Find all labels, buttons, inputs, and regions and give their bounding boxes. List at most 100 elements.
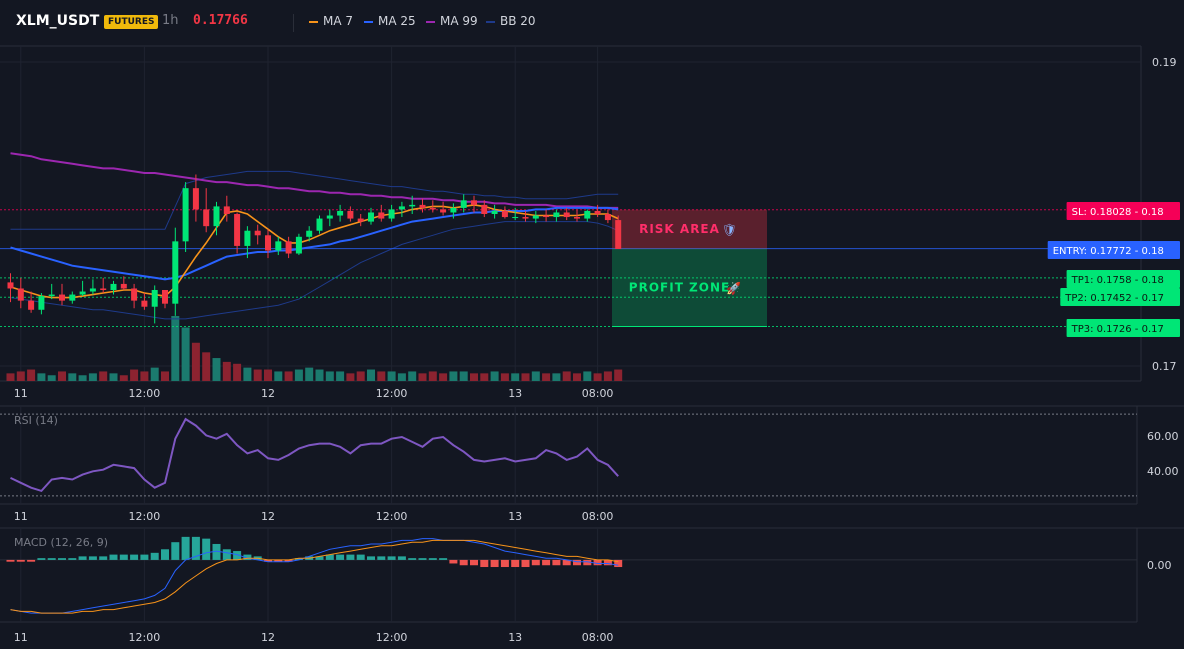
price-axis-label: 0.17 bbox=[1152, 360, 1177, 373]
rocket-icon: 🚀 bbox=[726, 282, 741, 296]
volume-bar bbox=[336, 371, 345, 381]
candle-body bbox=[265, 235, 271, 251]
level-tag-label: SL: 0.18028 - 0.18 bbox=[1072, 207, 1164, 218]
macd-histogram-bar bbox=[284, 559, 293, 562]
macd-histogram-bar bbox=[356, 554, 365, 560]
volume-bar bbox=[552, 373, 561, 381]
macd-histogram-bar bbox=[470, 559, 478, 566]
candle-body bbox=[141, 300, 148, 307]
x-axis-label: 12:00 bbox=[129, 387, 161, 400]
profit-zone-label: PROFIT ZONE bbox=[629, 281, 730, 295]
candle-body bbox=[471, 200, 477, 205]
volume-bar bbox=[99, 371, 108, 381]
volume-bar bbox=[408, 371, 417, 381]
volume-bar bbox=[542, 373, 551, 381]
macd-histogram-bar bbox=[78, 556, 87, 560]
candle-body bbox=[594, 210, 601, 214]
macd-histogram-bar bbox=[336, 554, 345, 560]
candle-body bbox=[553, 212, 560, 218]
volume-bar bbox=[130, 369, 139, 381]
volume-bar bbox=[222, 361, 231, 381]
volume-bar bbox=[6, 373, 15, 381]
x-axis-label: 12 bbox=[261, 510, 275, 523]
macd-histogram-bar bbox=[614, 559, 623, 568]
macd-histogram-bar bbox=[346, 554, 355, 560]
x-axis-label: 12:00 bbox=[129, 510, 161, 523]
level-tag bbox=[1066, 319, 1180, 337]
candle-body bbox=[59, 294, 65, 301]
candle-body bbox=[347, 210, 354, 219]
candle-body bbox=[100, 288, 107, 290]
x-axis-label: 12:00 bbox=[376, 387, 408, 400]
legend-ma25[interactable]: MA 25 bbox=[364, 14, 416, 28]
macd-histogram-bar bbox=[511, 559, 520, 568]
volume-bar bbox=[78, 375, 87, 381]
volume-bar bbox=[150, 367, 159, 381]
macd-histogram-bar bbox=[367, 556, 375, 560]
macd-histogram-bar bbox=[490, 559, 499, 568]
header-divider bbox=[293, 14, 294, 32]
candle-body bbox=[7, 282, 14, 289]
macd-histogram-bar bbox=[119, 554, 128, 560]
candle-body bbox=[38, 296, 45, 310]
macd-histogram-bar bbox=[68, 558, 77, 560]
candle-body bbox=[223, 206, 230, 214]
macd-histogram-bar bbox=[27, 559, 36, 562]
ma25-line bbox=[10, 206, 619, 281]
macd-histogram-bar bbox=[500, 559, 509, 568]
symbol-name[interactable]: XLM_USDT bbox=[16, 13, 100, 29]
volume-bar bbox=[480, 373, 489, 381]
legend-bb20[interactable]: BB 20 bbox=[486, 14, 536, 28]
x-axis-label: 11 bbox=[14, 387, 28, 400]
candle-body bbox=[275, 241, 282, 251]
volume-bar bbox=[109, 373, 118, 381]
macd-histogram-bar bbox=[202, 538, 211, 560]
candle-body bbox=[69, 294, 76, 301]
x-axis-label: 13 bbox=[508, 510, 522, 523]
candle-body bbox=[481, 204, 488, 214]
macd-histogram-bar bbox=[542, 559, 551, 566]
macd-histogram-bar bbox=[47, 558, 56, 560]
candle-body bbox=[295, 236, 302, 254]
bb-lower-line bbox=[10, 221, 619, 320]
volume-bar bbox=[562, 371, 571, 381]
level-tag-label: TP3: 0.1726 - 0.17 bbox=[1071, 324, 1164, 335]
candle-body bbox=[501, 210, 508, 218]
rsi-axis-label: 40.00 bbox=[1147, 465, 1179, 478]
legend-label: MA 7 bbox=[323, 14, 354, 28]
candle-body bbox=[409, 204, 416, 207]
candle-body bbox=[244, 230, 251, 246]
level-tag bbox=[1066, 270, 1180, 288]
volume-bar bbox=[573, 373, 581, 381]
volume-bar bbox=[181, 327, 190, 381]
volume-bar bbox=[614, 369, 623, 381]
x-axis-label: 08:00 bbox=[582, 387, 614, 400]
candle-body bbox=[213, 206, 220, 227]
candle-body bbox=[79, 291, 86, 295]
timeframe-label[interactable]: 1h bbox=[162, 13, 179, 28]
volume-bar bbox=[418, 373, 427, 381]
candle-body bbox=[28, 300, 35, 310]
risk-zone bbox=[612, 209, 767, 249]
legend-ma7[interactable]: MA 7 bbox=[309, 14, 353, 28]
legend-swatch bbox=[364, 20, 373, 23]
volume-bar bbox=[459, 371, 468, 381]
candle-body bbox=[563, 212, 570, 218]
volume-bar bbox=[68, 373, 77, 381]
shield-icon: 🛡 bbox=[722, 223, 737, 237]
volume-bar bbox=[593, 373, 602, 381]
macd-histogram-bar bbox=[603, 559, 612, 566]
macd-histogram-bar bbox=[387, 556, 396, 560]
candle-body bbox=[285, 241, 292, 254]
volume-bar bbox=[264, 369, 272, 381]
candle-body bbox=[522, 217, 529, 219]
rsi-axis-label: 60.00 bbox=[1147, 430, 1179, 443]
legend-ma99[interactable]: MA 99 bbox=[426, 14, 478, 28]
volume-bar bbox=[346, 373, 355, 381]
candle-body bbox=[234, 214, 241, 246]
bb-upper-line bbox=[10, 170, 619, 230]
macd-histogram-bar bbox=[6, 559, 15, 562]
candle-body bbox=[543, 215, 550, 218]
candle-body bbox=[254, 230, 261, 236]
